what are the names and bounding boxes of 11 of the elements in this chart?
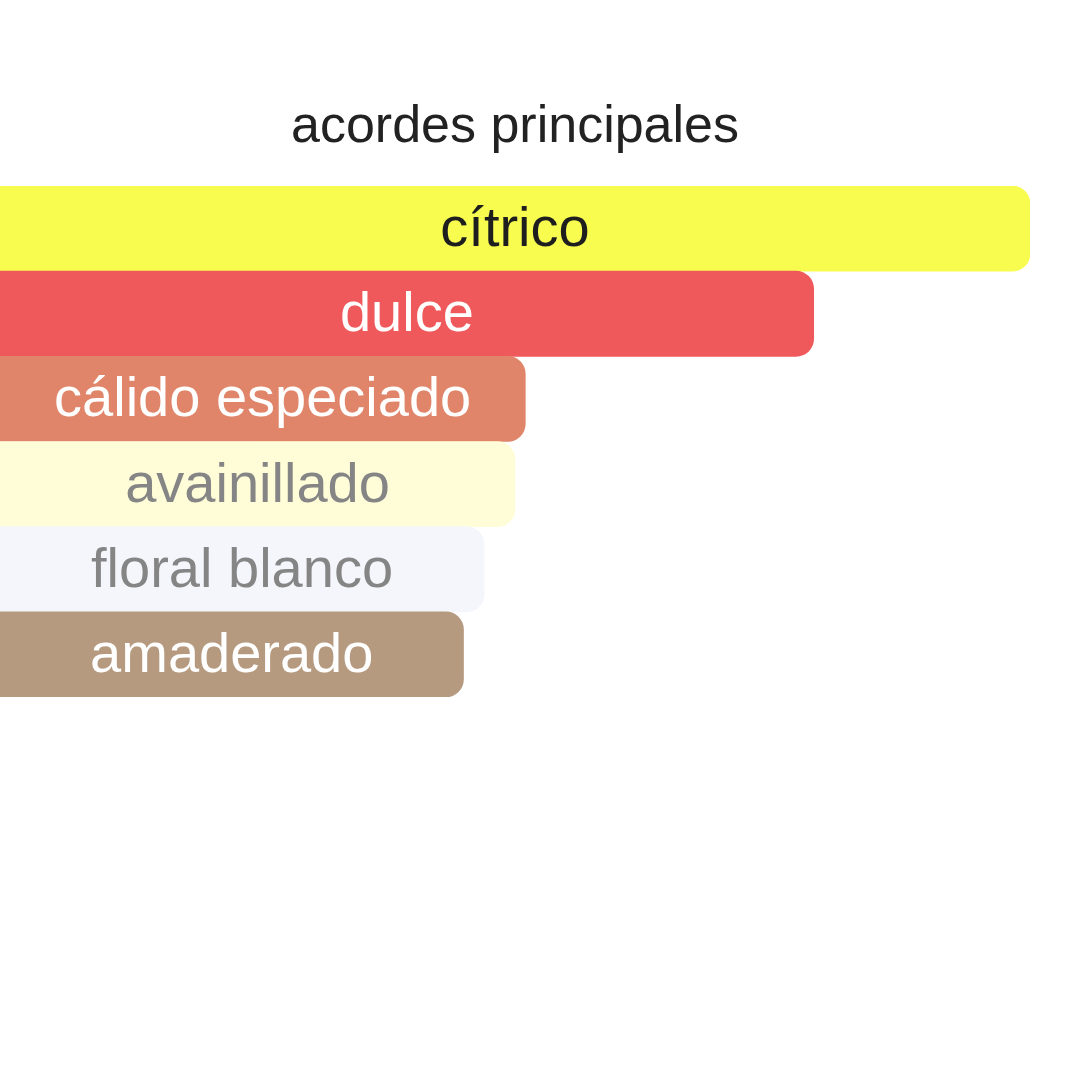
y-tick-label: amaderado xyxy=(90,620,374,684)
bar xyxy=(0,526,485,613)
bar xyxy=(0,441,516,527)
y-tick-label: cálido especiado xyxy=(54,365,472,429)
bar xyxy=(0,270,815,357)
y-tick-label: avainillado xyxy=(125,450,390,514)
y-tick-label: floral blanco xyxy=(91,535,394,599)
y-tick-label: dulce xyxy=(339,280,474,344)
chart-title: acordes principales xyxy=(290,95,740,154)
bar xyxy=(0,186,1030,272)
y-tick-label: cítrico xyxy=(440,195,590,259)
